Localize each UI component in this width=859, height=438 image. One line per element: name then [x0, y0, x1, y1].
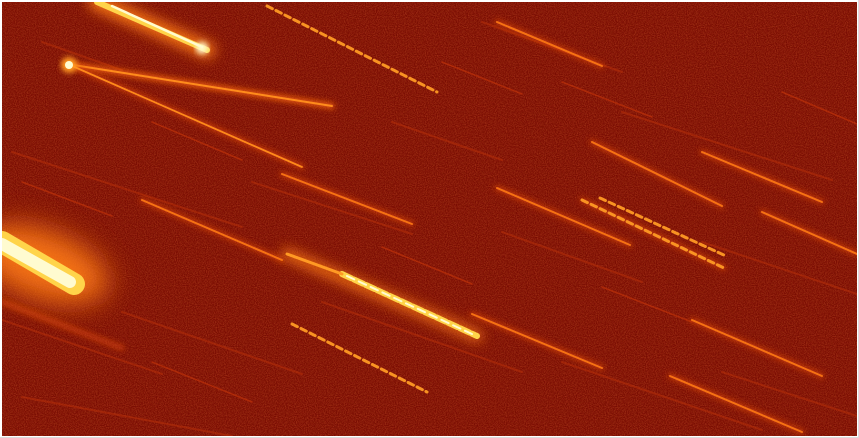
medium-trails: [2, 4, 857, 435]
star-heads: [61, 42, 208, 73]
dim-streaks: [21, 61, 857, 403]
bright-trails: [2, 2, 483, 342]
faint-trails: [2, 21, 857, 436]
